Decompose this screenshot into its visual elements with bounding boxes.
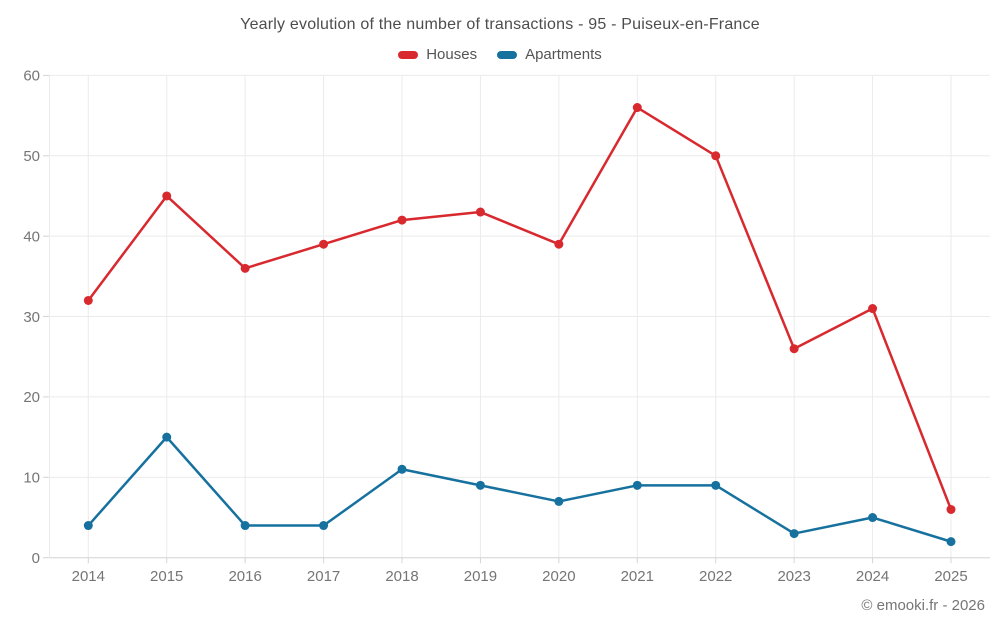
y-tick-label: 60 [23, 68, 40, 85]
y-tick-label: 40 [23, 228, 40, 245]
axes [43, 74, 990, 564]
x-tick-label: 2020 [542, 568, 575, 585]
houses-data-point [789, 344, 799, 354]
apartments-data-point [397, 464, 407, 474]
houses-data-point [240, 263, 250, 273]
houses-series [83, 103, 956, 514]
houses-legend-label: Houses [426, 46, 478, 63]
apartments-data-point [162, 432, 172, 442]
apartments-data-point [83, 521, 93, 531]
copyright-credit: © emooki.fr - 2026 [861, 597, 985, 614]
horizontal-gridlines [49, 74, 990, 478]
apartments-data-point [711, 480, 721, 490]
x-tick-label: 2018 [385, 568, 418, 585]
houses-data-point [946, 504, 956, 514]
apartments-data-point [789, 529, 799, 539]
x-tick-label: 2025 [934, 568, 967, 585]
apartments-data-point [632, 480, 642, 490]
apartments-line [87, 435, 953, 543]
houses-data-point [711, 151, 721, 161]
x-tick-label: 2023 [777, 568, 810, 585]
apartments-data-point [946, 537, 956, 547]
apartments-legend-label: Apartments [525, 46, 602, 63]
chart-legend: Houses Apartments [0, 46, 1000, 63]
x-tick-label: 2016 [228, 568, 261, 585]
x-tick-label: 2017 [307, 568, 340, 585]
x-tick-label: 2022 [699, 568, 732, 585]
x-axis-labels: 2014 2015 2016 2017 2018 2019 2020 2021 2022 2023… [72, 568, 968, 585]
houses-data-point [475, 207, 485, 217]
apartments-series [83, 432, 956, 547]
x-tick-label: 2019 [464, 568, 497, 585]
apartments-data-point [240, 521, 250, 531]
houses-data-point [83, 295, 93, 305]
legend-item-apartments[interactable]: Apartments [497, 46, 602, 63]
houses-legend-swatch [398, 50, 419, 59]
houses-data-point [632, 103, 642, 113]
apartments-data-point [554, 496, 564, 506]
y-tick-label: 0 [32, 550, 40, 567]
y-tick-label: 50 [23, 148, 40, 165]
apartments-data-point [475, 480, 485, 490]
x-tick-label: 2015 [150, 568, 183, 585]
houses-line [87, 106, 953, 511]
x-tick-label: 2024 [856, 568, 889, 585]
x-tick-label: 2014 [72, 568, 105, 585]
y-tick-label: 20 [23, 389, 40, 406]
houses-data-point [554, 239, 564, 249]
apartments-legend-swatch [497, 50, 518, 59]
y-axis-labels: 0 10 20 30 40 50 60 [23, 68, 40, 567]
houses-data-point [868, 304, 878, 314]
houses-data-point [397, 215, 407, 225]
chart-title: Yearly evolution of the number of transa… [240, 16, 760, 33]
apartments-data-point [868, 513, 878, 523]
legend-item-houses[interactable]: Houses [398, 46, 477, 63]
vertical-gridlines [87, 75, 952, 558]
x-tick-label: 2021 [621, 568, 654, 585]
houses-data-point [319, 239, 329, 249]
houses-data-point [162, 191, 172, 201]
apartments-data-point [319, 521, 329, 531]
y-tick-label: 10 [23, 470, 40, 487]
y-tick-label: 30 [23, 309, 40, 326]
